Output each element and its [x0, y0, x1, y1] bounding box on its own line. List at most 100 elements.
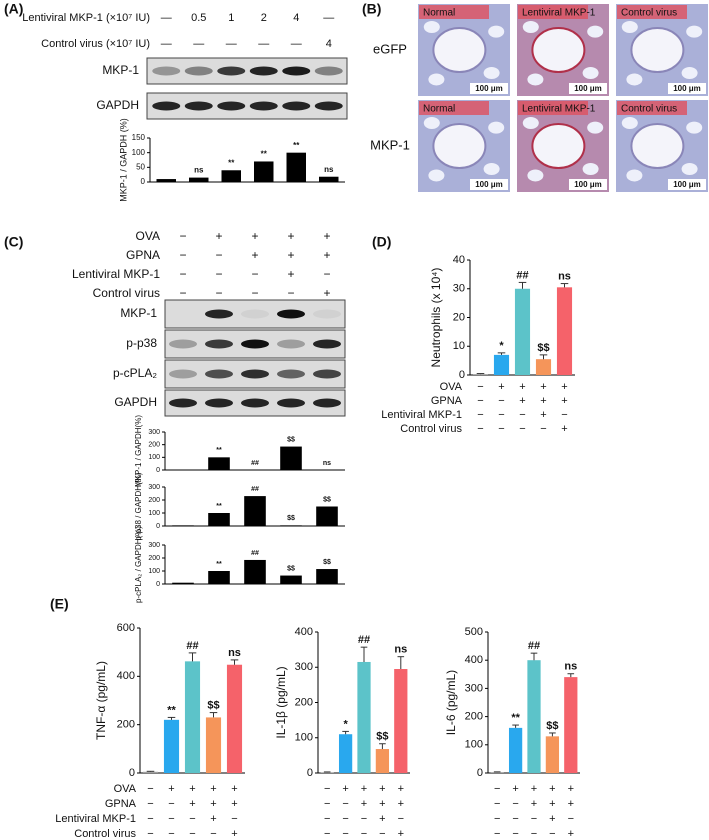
alveoli: [686, 25, 703, 38]
treatment-mark: +: [568, 828, 574, 840]
treatment-mark: −: [323, 267, 330, 281]
treatment-mark: −: [512, 828, 518, 840]
alveoli: [626, 169, 643, 182]
treatment-mark: −: [342, 828, 348, 840]
treatment-mark: —: [161, 12, 172, 24]
treatment-mark: +: [189, 798, 195, 810]
significance-label: *: [499, 340, 504, 352]
treatment-mark: +: [398, 783, 404, 795]
airway: [432, 27, 487, 73]
treatment-mark: −: [215, 286, 222, 300]
panel-label: (A): [4, 1, 23, 17]
alveoli: [587, 121, 604, 134]
treatment-mark: 1: [228, 12, 234, 24]
airway: [630, 27, 685, 73]
treatment-mark: −: [477, 381, 483, 393]
significance-label: $$: [323, 496, 331, 503]
treatment-mark: −: [549, 828, 555, 840]
scale-bar-box: [470, 179, 508, 190]
y-tick-label: 600: [117, 622, 135, 634]
bar: [490, 772, 504, 773]
significance-label: ##: [251, 486, 259, 493]
blot-band: [205, 339, 233, 349]
y-tick-label: 100: [465, 739, 483, 751]
significance-label: **: [167, 704, 176, 716]
scale-bar-box: [668, 179, 706, 190]
treatment-label: GPNA: [105, 798, 137, 810]
treatment-label: GPNA: [431, 395, 463, 407]
blot-band: [314, 66, 343, 76]
blot-band: [205, 398, 233, 408]
treatment-mark: −: [324, 828, 330, 840]
blot: [164, 299, 346, 329]
blot-band: [152, 66, 181, 76]
bar: [508, 727, 523, 773]
treatment-mark: −: [519, 423, 525, 435]
treatment-mark: +: [210, 783, 216, 795]
bar: [316, 506, 338, 526]
bar: [564, 677, 578, 773]
significance-label: $$: [546, 720, 558, 732]
treatment-mark: +: [189, 783, 195, 795]
panel-label: (E): [50, 596, 69, 612]
treatment-mark: +: [540, 409, 546, 421]
treatment-mark: +: [398, 828, 404, 840]
bar: [254, 161, 274, 182]
treatment-mark: −: [189, 813, 195, 825]
treatment-mark: +: [361, 798, 367, 810]
y-tick-label: 400: [117, 670, 135, 682]
bar: [163, 719, 180, 773]
alveoli: [423, 117, 440, 129]
treatment-mark: −: [215, 267, 222, 281]
treatment-mark: −: [498, 409, 504, 421]
alveoli: [428, 73, 445, 86]
y-tick-label: 150: [132, 133, 146, 142]
treatment-mark: −: [147, 798, 153, 810]
treatment-mark: −: [179, 286, 186, 300]
treatment-mark: +: [361, 783, 367, 795]
image-label: Normal: [423, 104, 455, 115]
significance-label: $$: [287, 515, 295, 522]
treatment-label: Control virus: [74, 828, 136, 840]
treatment-mark: −: [361, 828, 367, 840]
blot-band: [313, 369, 341, 379]
scale-bar-label: 100 μm: [574, 180, 602, 189]
y-tick-label: 0: [156, 467, 160, 474]
airway: [531, 27, 586, 73]
treatment-mark: +: [168, 783, 174, 795]
treatment-mark: −: [179, 229, 186, 243]
treatment-label: Control virus: [93, 286, 160, 300]
y-tick-label: 100: [148, 510, 160, 517]
image-label: Lentiviral MKP-1: [522, 104, 596, 115]
significance-label: $$: [287, 436, 295, 443]
y-tick-label: 0: [141, 177, 146, 186]
treatment-mark: +: [519, 381, 525, 393]
treatment-mark: +: [379, 798, 385, 810]
image-label: Normal: [423, 8, 455, 19]
panel-label: (C): [4, 234, 23, 250]
treatment-mark: +: [561, 395, 567, 407]
y-tick-label: 100: [148, 568, 160, 575]
image-label: Control virus: [621, 104, 677, 115]
bar: [535, 359, 552, 375]
treatment-mark: —: [226, 38, 237, 50]
treatment-mark: +: [342, 783, 348, 795]
treatment-mark: −: [519, 409, 525, 421]
significance-label: ns: [564, 661, 577, 673]
blot-label: MKP-1: [102, 63, 139, 77]
image-label-box: [518, 5, 588, 19]
significance-label: ##: [516, 269, 528, 281]
treatment-mark: −: [494, 783, 500, 795]
y-tick-label: 400: [465, 654, 483, 666]
treatment-mark: −: [251, 286, 258, 300]
y-axis-label: p-cPLA₂ / GAPDH(%): [134, 526, 143, 603]
blot-band: [217, 66, 246, 76]
treatment-mark: —: [291, 38, 302, 50]
y-tick-label: 300: [148, 484, 160, 491]
treatment-mark: +: [210, 813, 216, 825]
scale-bar-label: 100 μm: [673, 180, 701, 189]
alveoli: [621, 117, 638, 129]
significance-label: ns: [228, 647, 241, 659]
significance-label: $$: [207, 699, 219, 711]
significance-label: $$: [323, 559, 331, 566]
